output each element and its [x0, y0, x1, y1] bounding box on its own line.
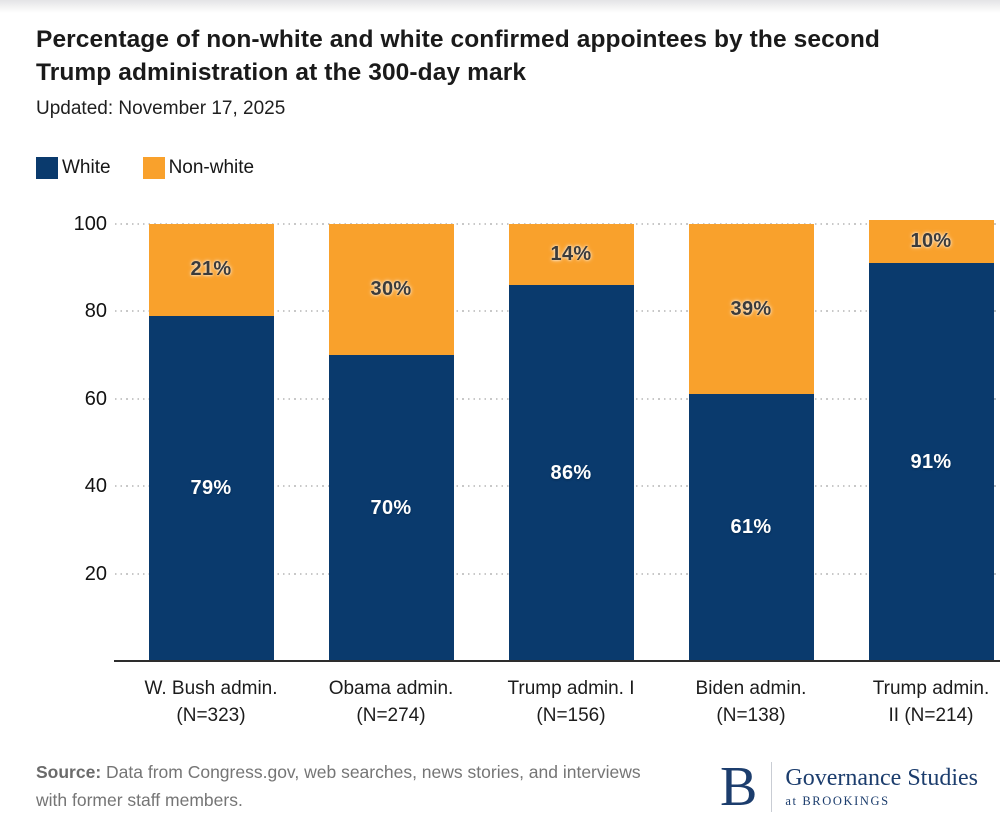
segment-value-label: 91%: [910, 450, 952, 473]
category-name: Trump admin.: [872, 678, 990, 699]
y-axis-tick-label: 20: [84, 562, 107, 585]
segment-value-label: 30%: [370, 278, 412, 301]
updated-date: Updated: November 17, 2025: [36, 98, 286, 119]
logo-text: Governance Studies at BROOKINGS: [785, 765, 978, 809]
legend: White Non-white: [36, 157, 980, 179]
category-name: Biden admin.: [695, 678, 807, 699]
segment-value-label: 79%: [190, 476, 232, 499]
category-n: II (N=214): [888, 705, 974, 726]
bar-obama-admin-: 30% 70%: [328, 224, 454, 661]
bar-trump-admin-: 10% 91%: [868, 219, 994, 661]
y-axis-tick-label: 40: [84, 475, 107, 498]
legend-item-nonwhite: Non-white: [142, 157, 255, 179]
y-axis-tick-label: 100: [73, 213, 107, 235]
category-name: Trump admin. I: [507, 678, 635, 699]
segment-value-label: 61%: [730, 516, 772, 539]
nonwhite-swatch: [142, 157, 165, 179]
x-axis-category-label: Obama admin. (N=274): [301, 675, 481, 729]
white-swatch: [36, 157, 58, 179]
category-n: (N=323): [176, 705, 246, 726]
category-name: Obama admin.: [328, 678, 454, 699]
segment-value-label: 10%: [910, 230, 952, 252]
x-axis-category-label: W. Bush admin. (N=323): [121, 675, 301, 729]
category-n: (N=274): [356, 705, 426, 726]
bar-biden-admin-: 39% 61%: [688, 224, 814, 661]
source-text: Data from Congress.gov, web searches, ne…: [36, 762, 641, 810]
category-n: (N=138): [716, 705, 786, 726]
top-shadow-bar: [0, 0, 1000, 13]
legend-label-white: White: [62, 157, 111, 178]
logo-divider: [771, 762, 773, 812]
segment-white: 79%: [148, 315, 274, 661]
y-axis-tick-label: 60: [84, 387, 107, 410]
page: Percentage of non-white and white confir…: [0, 13, 1000, 736]
source-label: Source:: [36, 762, 102, 782]
chart-title: Percentage of non-white and white confir…: [36, 26, 880, 86]
segment-value-label: 86%: [550, 461, 592, 484]
gridline: [115, 223, 1000, 225]
stacked-bar-chart: 20 40 60 80 100 21% 79% 30% 70% 14% 86% 39% 61% 10% 91…: [36, 213, 1000, 736]
brookings-b-mark: B: [720, 756, 758, 818]
segment-non-white: 10%: [868, 219, 994, 264]
segment-non-white: 21%: [148, 224, 274, 316]
x-axis-category-label: Trump admin. II (N=214): [841, 675, 1000, 729]
x-axis-line: [114, 660, 1000, 662]
segment-value-label: 39%: [730, 297, 772, 320]
plot-area: 20 40 60 80 100 21% 79% 30% 70% 14% 86% 39% 61% 10% 91…: [74, 213, 1000, 661]
x-axis-category-label: Trump admin. I (N=156): [481, 675, 661, 729]
logo-at-brookings: at BROOKINGS: [785, 794, 890, 808]
segment-white: 61%: [688, 394, 814, 661]
source-note: Source: Data from Congress.gov, web sear…: [36, 759, 676, 814]
segment-white: 86%: [508, 285, 634, 661]
bar-trump-admin-i: 14% 86%: [508, 224, 634, 661]
segment-white: 70%: [328, 355, 454, 661]
segment-value-label: 21%: [190, 258, 232, 281]
segment-non-white: 39%: [688, 224, 814, 395]
bar-w-bush-admin-: 21% 79%: [148, 224, 274, 661]
category-n: (N=156): [536, 705, 606, 726]
footer: Source: Data from Congress.gov, web sear…: [0, 756, 1000, 818]
segment-non-white: 30%: [328, 224, 454, 356]
legend-label-nonwhite: Non-white: [168, 157, 255, 178]
logo-governance-studies: Governance Studies: [785, 765, 978, 791]
x-axis-labels: W. Bush admin. (N=323) Obama admin. (N=274)…: [121, 675, 1000, 729]
brookings-logo: B Governance Studies at BROOKINGS: [720, 756, 978, 818]
category-name: W. Bush admin.: [144, 678, 278, 699]
segment-value-label: 14%: [550, 243, 592, 266]
segment-value-label: 70%: [370, 496, 412, 519]
legend-item-white: White: [36, 157, 111, 179]
x-axis-category-label: Biden admin. (N=138): [661, 675, 841, 729]
y-axis-tick-label: 80: [84, 300, 107, 323]
segment-non-white: 14%: [508, 224, 634, 286]
segment-white: 91%: [868, 263, 994, 661]
